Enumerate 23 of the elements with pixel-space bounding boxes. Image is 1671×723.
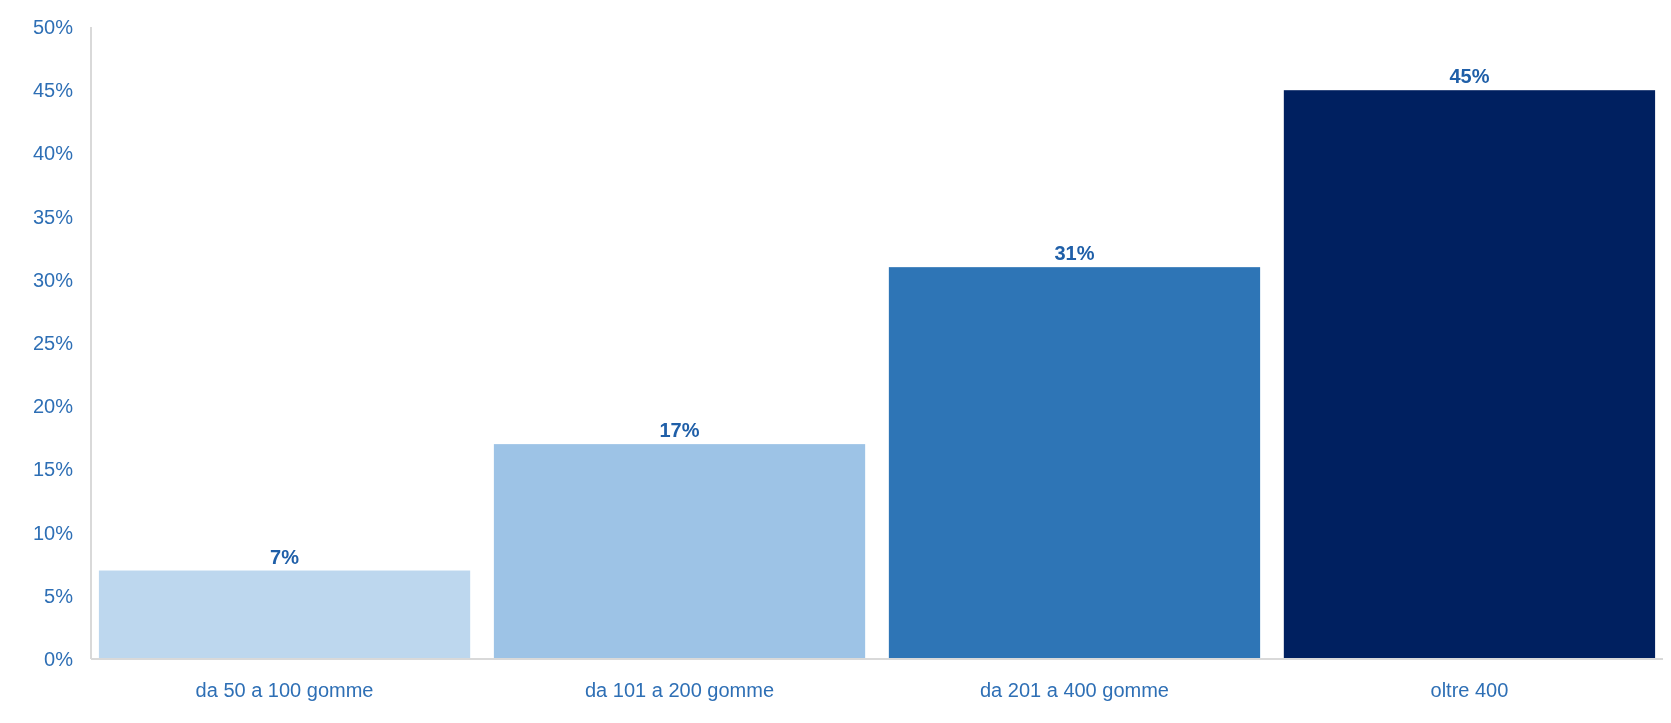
data-label: 31% xyxy=(1054,242,1095,265)
x-tick-label: da 201 a 400 gomme xyxy=(979,679,1169,701)
bar xyxy=(98,570,471,659)
x-tick-label: da 101 a 200 gomme xyxy=(585,679,775,701)
x-tick-label: oltre 400 xyxy=(1430,679,1509,701)
data-label: 17% xyxy=(659,419,700,442)
bar xyxy=(888,267,1261,659)
y-tick-label: 5% xyxy=(44,584,74,607)
y-tick-label: 45% xyxy=(32,79,74,102)
y-tick-label: 50% xyxy=(32,16,74,38)
y-tick-label: 30% xyxy=(32,268,74,291)
bar xyxy=(1283,90,1656,659)
y-tick-label: 20% xyxy=(32,395,74,418)
y-tick-label: 25% xyxy=(32,332,74,354)
data-label: 45% xyxy=(1449,65,1490,88)
y-tick-label: 40% xyxy=(32,142,74,165)
y-tick-label: 10% xyxy=(32,521,74,544)
x-tick-label: da 50 a 100 gomme xyxy=(195,679,374,701)
y-tick-label: 15% xyxy=(32,458,74,481)
y-tick-label: 35% xyxy=(32,205,74,228)
y-tick-label: 0% xyxy=(44,648,74,670)
data-label: 7% xyxy=(270,545,300,568)
bar xyxy=(493,444,866,659)
